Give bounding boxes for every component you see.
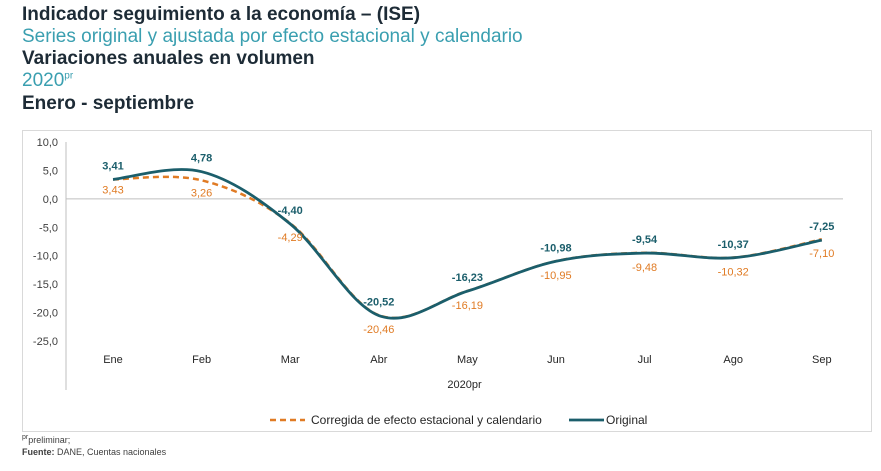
chart-frame bbox=[22, 130, 872, 432]
x-tick-label: Jul bbox=[638, 354, 652, 366]
y-tick-label: 5,0 bbox=[43, 165, 58, 177]
data-label-adjusted: -9,48 bbox=[632, 262, 657, 274]
series-line-original bbox=[112, 168, 823, 320]
data-label-original: -7,25 bbox=[809, 221, 834, 233]
chart-title: Indicador seguimiento a la economía – (I… bbox=[22, 4, 421, 25]
period-title: Enero - septiembre bbox=[22, 93, 195, 115]
data-label-adjusted: -4,29 bbox=[278, 232, 303, 244]
data-label-adjusted: -20,46 bbox=[363, 324, 394, 336]
y-tick-label: -25,0 bbox=[33, 336, 58, 348]
y-tick-label: -15,0 bbox=[33, 279, 58, 291]
chart-subtitle: Series original y ajustada por efecto es… bbox=[22, 25, 523, 47]
x-tick-label: Feb bbox=[192, 354, 211, 366]
y-tick-label: -5,0 bbox=[39, 222, 58, 234]
data-label-adjusted: 3,26 bbox=[191, 187, 212, 199]
x-tick-label: Jun bbox=[547, 354, 565, 366]
y-tick-label: 10,0 bbox=[37, 137, 58, 149]
data-label-original: 3,41 bbox=[102, 160, 123, 172]
x-tick-label: Ago bbox=[723, 354, 743, 366]
chart-header: Indicador seguimiento a la economía – (I… bbox=[22, 4, 523, 115]
y-tick-label: -10,0 bbox=[33, 251, 58, 263]
data-label-adjusted: 3,43 bbox=[102, 184, 123, 196]
legend-label-adjusted: Corregida de efecto estacional y calenda… bbox=[311, 413, 542, 427]
source-text: DANE, Cuentas nacionales bbox=[57, 447, 167, 458]
x-tick-label: Ene bbox=[103, 354, 123, 366]
y-tick-label: 0,0 bbox=[43, 194, 58, 206]
data-label-original: -9,54 bbox=[632, 234, 658, 246]
data-label-original: -4,40 bbox=[278, 205, 303, 217]
y-tick-label: -20,0 bbox=[33, 308, 58, 320]
year-text: 2020 bbox=[22, 69, 65, 91]
series-line-adjusted bbox=[112, 175, 823, 320]
year-line: 2020pr bbox=[22, 70, 523, 92]
legend-label-original: Original bbox=[606, 413, 647, 427]
footnote-sup: pr bbox=[22, 434, 29, 441]
x-tick-label: Mar bbox=[281, 354, 300, 366]
x-tick-label: Sep bbox=[812, 354, 832, 366]
footnotes: prpreliminar; Fuente: DANE, Cuentas naci… bbox=[22, 433, 166, 458]
data-label-adjusted: -16,19 bbox=[452, 300, 483, 312]
data-label-original: -10,98 bbox=[540, 242, 571, 254]
source-label: Fuente: bbox=[22, 447, 55, 458]
data-label-adjusted: -10,32 bbox=[718, 267, 749, 279]
measure-title: Variaciones anuales en volumen bbox=[22, 47, 315, 69]
data-label-adjusted: -7,10 bbox=[809, 248, 834, 260]
year-superscript: pr bbox=[64, 70, 74, 82]
footnote-preliminary: prpreliminar; bbox=[22, 433, 166, 446]
x-tick-label: Abr bbox=[370, 354, 387, 366]
footnote-source: Fuente: DANE, Cuentas nacionales bbox=[22, 446, 166, 458]
x-axis-title: 2020pr bbox=[447, 379, 482, 391]
data-label-original: -20,52 bbox=[363, 297, 394, 309]
footnote-preliminary-text: preliminar; bbox=[28, 435, 71, 445]
data-label-original: -16,23 bbox=[452, 272, 483, 284]
data-label-original: 4,78 bbox=[191, 153, 212, 165]
data-label-original: -10,37 bbox=[718, 239, 749, 251]
data-label-adjusted: -10,95 bbox=[540, 270, 571, 282]
x-tick-label: May bbox=[457, 354, 478, 366]
